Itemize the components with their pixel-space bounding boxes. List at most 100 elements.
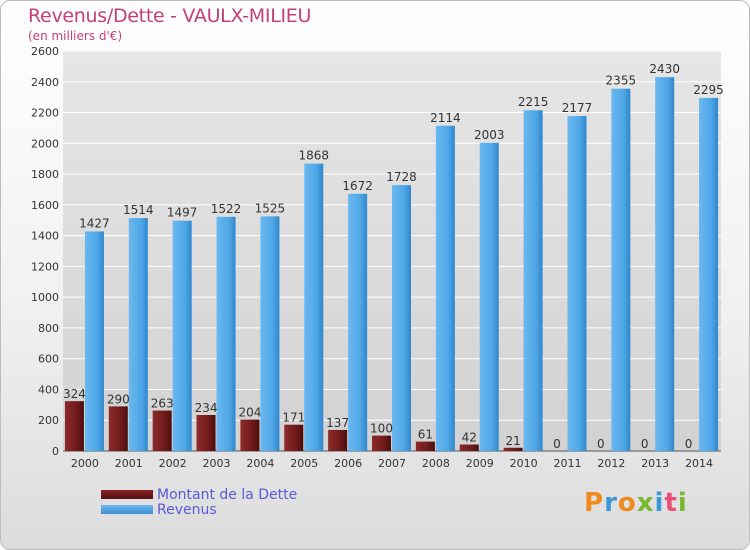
proxiti-logo: Proxiti: [584, 488, 688, 518]
legend-swatch-debt: [101, 490, 153, 499]
data-label-debt: 21: [505, 434, 520, 448]
legend-swatch-revenue: [101, 505, 153, 514]
y-tick-label: 2400: [31, 76, 59, 89]
bar-revenue: [435, 125, 455, 452]
data-label-debt: 100: [370, 422, 393, 436]
x-tick-label: 2000: [71, 457, 99, 470]
x-tick-label: 2004: [246, 457, 274, 470]
data-label-revenue: 2114: [430, 111, 461, 125]
data-label-revenue: 2215: [518, 95, 549, 109]
data-label-debt: 204: [238, 406, 261, 420]
data-label-debt: 0: [641, 437, 649, 451]
data-label-debt: 137: [326, 416, 349, 430]
y-tick-label: 1400: [31, 230, 59, 243]
bar-revenue: [172, 220, 192, 451]
y-tick-label: 1600: [31, 199, 59, 212]
bar-debt: [328, 429, 348, 451]
data-label-revenue: 1728: [386, 170, 417, 184]
y-tick-label: 2200: [31, 107, 59, 120]
bar-revenue: [479, 142, 499, 451]
logo-letter: P: [584, 488, 605, 518]
bar-revenue: [304, 163, 324, 451]
x-tick-label: 2002: [159, 457, 187, 470]
logo-letter: o: [617, 488, 637, 518]
data-label-debt: 0: [597, 437, 605, 451]
legend-label-debt: Montant de la Dette: [157, 487, 298, 503]
data-label-debt: 171: [282, 411, 305, 425]
data-label-revenue: 2355: [606, 74, 637, 88]
y-tick-label: 1200: [31, 260, 59, 273]
data-label-debt: 0: [685, 437, 693, 451]
x-tick-label: 2013: [641, 457, 669, 470]
data-label-revenue: 2295: [693, 83, 724, 97]
data-label-debt: 324: [63, 387, 86, 401]
legend-label-revenue: Revenus: [157, 502, 217, 518]
bar-revenue: [655, 77, 675, 452]
y-tick-label: 2000: [31, 137, 59, 150]
bar-revenue: [216, 216, 236, 451]
y-tick-label: 1000: [31, 291, 59, 304]
x-tick-label: 2006: [334, 457, 362, 470]
bar-debt: [503, 447, 523, 451]
y-tick-label: 200: [38, 414, 59, 427]
y-tick-label: 800: [38, 322, 59, 335]
logo-letter: t: [664, 488, 678, 518]
data-label-revenue: 1868: [298, 149, 329, 163]
data-label-revenue: 1497: [167, 206, 198, 220]
y-tick-label: 2600: [31, 45, 59, 58]
x-tick-label: 2003: [203, 457, 231, 470]
bars: [64, 77, 719, 452]
bar-revenue: [611, 88, 631, 451]
bar-revenue: [699, 97, 719, 451]
bar-debt: [152, 410, 172, 451]
bar-revenue: [260, 216, 280, 451]
bar-revenue: [128, 218, 148, 451]
x-tick-label: 2009: [466, 457, 494, 470]
data-label-revenue: 1522: [211, 202, 242, 216]
bar-debt: [196, 415, 216, 451]
y-tick-label: 600: [38, 353, 59, 366]
bar-revenue: [348, 193, 368, 451]
y-axis-tick-labels: 0 200 400 600 800 1000 1200 1400 1600 1800 2000 220…: [31, 45, 59, 458]
x-tick-label: 2014: [685, 457, 713, 470]
data-labels: 324 1427 290 1514 263 1497 234 1522 204 1525 171 18…: [63, 62, 724, 451]
data-label-revenue: 2430: [649, 62, 680, 76]
bar-revenue: [392, 185, 411, 451]
bar-debt: [240, 419, 260, 451]
x-tick-label: 2005: [290, 457, 318, 470]
bar-debt: [459, 444, 479, 451]
data-label-debt: 61: [418, 428, 433, 442]
y-tick-label: 0: [52, 445, 59, 458]
bar-debt: [64, 401, 84, 451]
y-tick-label: 1800: [31, 168, 59, 181]
x-tick-label: 2011: [553, 457, 581, 470]
bar-debt: [284, 424, 304, 451]
bar-revenue: [84, 231, 104, 451]
chart-title: Revenus/Dette - VAULX-MILIEU: [28, 5, 312, 27]
y-tick-label: 400: [38, 383, 59, 396]
logo-letter: r: [604, 488, 618, 518]
data-label-revenue: 1672: [342, 179, 373, 193]
x-tick-label: 2008: [422, 457, 450, 470]
data-label-revenue: 2003: [474, 128, 505, 142]
x-tick-label: 2010: [510, 457, 538, 470]
x-tick-label: 2012: [597, 457, 625, 470]
data-label-debt: 0: [553, 437, 561, 451]
bar-debt: [108, 406, 128, 451]
chart-subtitle: (en milliers d'€): [28, 29, 123, 43]
x-axis-tick-labels: 2000 2001 2002 2003 2004 2005 2006 2007 2008 2009…: [71, 457, 713, 470]
bar-revenue: [567, 116, 587, 452]
data-label-revenue: 2177: [562, 101, 593, 115]
data-label-debt: 263: [151, 397, 174, 411]
data-label-debt: 290: [107, 392, 130, 406]
logo-letter: i: [654, 488, 665, 518]
x-tick-label: 2001: [115, 457, 143, 470]
data-label-revenue: 1514: [123, 203, 154, 217]
x-tick-label: 2007: [378, 457, 406, 470]
bar-debt: [372, 435, 391, 451]
logo-letter: x: [636, 488, 655, 518]
data-label-debt: 234: [195, 401, 218, 415]
logo-letter: i: [677, 488, 688, 518]
